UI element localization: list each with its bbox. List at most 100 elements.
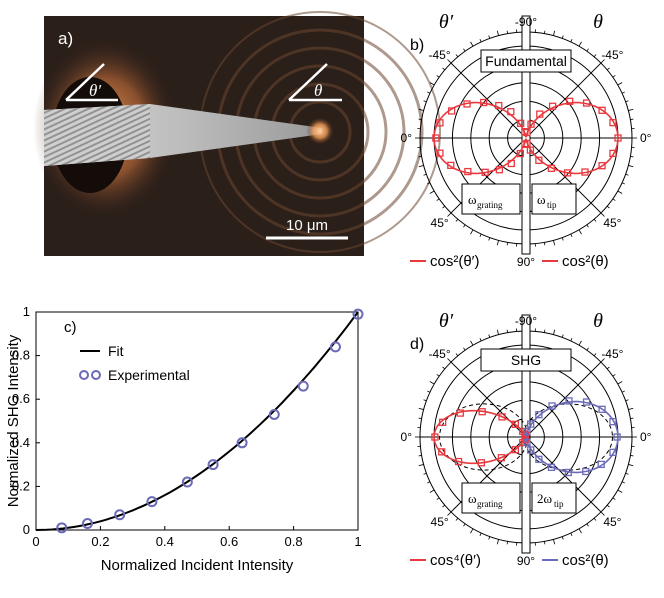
polar-tick xyxy=(593,54,597,58)
right-data-point xyxy=(527,446,535,454)
right-data-point xyxy=(598,106,606,114)
polar-tick xyxy=(463,48,466,52)
polar-tick xyxy=(625,100,629,103)
polar-tick xyxy=(600,358,605,363)
polar-tick xyxy=(423,399,427,402)
experimental-point xyxy=(297,380,309,392)
polar-tick xyxy=(479,233,482,237)
left-data-point xyxy=(477,459,486,467)
right-data-point xyxy=(598,162,606,170)
right-data-point xyxy=(609,418,617,426)
x-axis-label: Normalized Incident Intensity xyxy=(101,557,294,574)
polar-tick xyxy=(418,156,422,158)
left-data-point xyxy=(464,167,472,176)
polar-tick xyxy=(479,39,482,43)
polar-tick xyxy=(600,59,605,64)
polar-tick xyxy=(630,118,634,120)
polar-tick xyxy=(570,338,573,342)
panel-a-label: a) xyxy=(58,29,73,48)
polar-tick xyxy=(427,182,431,185)
experimental-point xyxy=(181,476,193,488)
right-data-point xyxy=(609,119,617,127)
polar-tick xyxy=(436,497,440,500)
polar-tick xyxy=(621,390,625,393)
polar-tick xyxy=(455,54,459,58)
legend-experimental-label: Experimental xyxy=(108,367,190,383)
polar-tick xyxy=(586,347,589,351)
left-data-point xyxy=(498,413,506,421)
polar-tick xyxy=(625,399,629,402)
polar-tick xyxy=(442,67,446,71)
x-tick-label: 0.6 xyxy=(220,534,238,549)
left-data-point xyxy=(478,408,486,416)
polar-tick xyxy=(418,108,424,111)
polar-tick xyxy=(625,472,629,475)
experimental-point xyxy=(146,496,158,508)
polar-tick xyxy=(570,532,573,536)
panel-label: d) xyxy=(410,336,424,353)
right-data-point xyxy=(581,168,589,176)
polar-tick xyxy=(427,390,431,393)
right-data-point xyxy=(547,463,556,471)
polar-tick xyxy=(586,224,589,228)
right-data-point xyxy=(609,149,617,157)
polar-tick xyxy=(570,39,573,43)
polar-tick xyxy=(506,541,508,545)
polar-tick xyxy=(496,30,499,36)
polar-tick xyxy=(463,347,466,351)
polar-tick xyxy=(418,165,424,168)
right-data-point xyxy=(564,468,572,477)
polar-tick xyxy=(506,30,508,34)
polar-tick xyxy=(561,237,564,241)
tick-label-upper-right: -45° xyxy=(601,347,623,361)
left-mode-subscript: grating xyxy=(477,200,503,210)
polar-tick xyxy=(442,504,446,508)
polar-tick xyxy=(606,504,610,508)
polar-tick xyxy=(612,497,616,500)
polar-tick xyxy=(488,536,491,540)
legend-exp-marker-1 xyxy=(79,370,89,380)
polar-tick xyxy=(429,489,435,493)
polar-tick xyxy=(442,366,446,370)
polar-tick xyxy=(442,205,446,209)
polar-tick xyxy=(423,173,427,176)
right-data-point xyxy=(536,110,544,118)
axis-ticks: 0 0.2 0.4 0.6 0.8 1 0 0.2 0.4 0.6 0.8 1 xyxy=(12,304,362,549)
polar-tick xyxy=(586,523,589,527)
polar-tick xyxy=(479,532,482,536)
polar-tick xyxy=(544,329,546,333)
polar-tick xyxy=(561,334,564,338)
experimental-point xyxy=(352,308,364,320)
polar-tick xyxy=(436,374,440,377)
polar-tick xyxy=(418,455,422,457)
right-data-point xyxy=(526,146,535,154)
left-data-point xyxy=(438,448,446,456)
polar-tick xyxy=(606,205,610,209)
polar-tick xyxy=(488,334,491,338)
polar-tick xyxy=(429,82,435,86)
title-box xyxy=(480,348,572,372)
polar-tick xyxy=(612,198,616,201)
polar-tick xyxy=(436,198,440,201)
experimental-point xyxy=(268,408,280,420)
legend-right-label: cos²(θ) xyxy=(562,552,609,569)
right-data-point xyxy=(582,398,591,406)
left-data-point xyxy=(480,98,488,107)
tick-label-top: -90° xyxy=(515,15,537,29)
polar-tick xyxy=(447,511,452,516)
tick-label-lower-left: 45° xyxy=(431,216,449,230)
polar-tick xyxy=(544,30,546,34)
theta-label: θ xyxy=(593,310,603,332)
polar-tick xyxy=(553,539,556,545)
polar-tick xyxy=(628,464,634,467)
polar-tick xyxy=(606,67,610,71)
polar-axis-diagonal xyxy=(525,137,602,214)
left-data-point xyxy=(454,457,463,466)
right-data-point xyxy=(566,97,574,105)
polar-tick xyxy=(630,455,634,457)
experimental-point xyxy=(236,437,248,449)
theta-prime-label: θ′ xyxy=(439,310,454,332)
polar-tick xyxy=(447,212,452,217)
right-data-point xyxy=(614,134,622,142)
